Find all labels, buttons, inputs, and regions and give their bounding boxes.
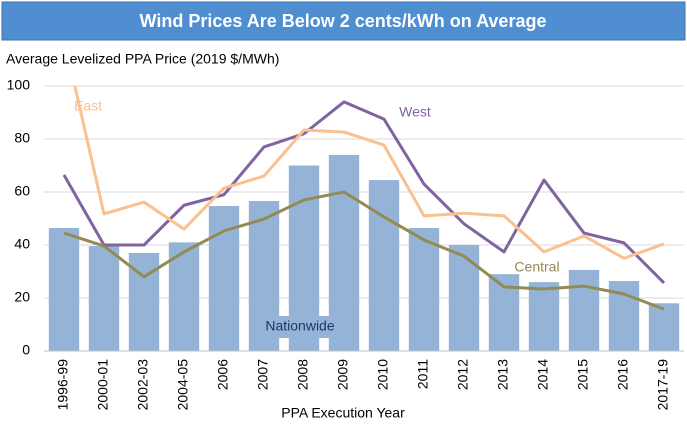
x-tick-label: 2002-03	[135, 359, 151, 411]
series-label: Central	[514, 259, 559, 275]
y-tick-label: 100	[7, 77, 31, 93]
bar	[368, 180, 400, 351]
y-tick-label: 80	[14, 130, 30, 146]
bar	[568, 269, 600, 351]
series-label: East	[74, 98, 102, 114]
x-tick-label: 2009	[335, 359, 351, 390]
x-tick-label: 2011	[415, 359, 431, 389]
x-tick-label: 2004-05	[175, 359, 191, 411]
bar	[648, 303, 680, 351]
x-tick-label: 2017-19	[655, 359, 671, 411]
series-label: West	[399, 104, 431, 120]
x-tick-label: 2016	[615, 359, 631, 390]
x-tick-label: 2012	[455, 359, 471, 390]
bar	[408, 228, 440, 351]
bar	[88, 246, 120, 351]
x-tick-label: 2010	[375, 359, 391, 390]
x-tick-label: 2008	[295, 359, 311, 390]
bar	[48, 228, 80, 351]
bar	[168, 242, 200, 351]
y-tick-label: 0	[22, 342, 30, 358]
x-tick-label: 2007	[255, 359, 271, 390]
y-axis-label: Average Levelized PPA Price (2019 $/MWh)	[6, 51, 279, 67]
x-tick-label: 2014	[535, 359, 551, 390]
x-tick-label: 2013	[495, 359, 511, 390]
bar	[448, 245, 480, 351]
y-tick-label: 40	[14, 236, 30, 252]
series-label-bg	[260, 316, 340, 338]
x-tick-label: 2006	[215, 359, 231, 390]
title-banner	[1, 1, 686, 41]
bar	[528, 282, 560, 351]
chart-title: Wind Prices Are Below 2 cents/kWh on Ave…	[140, 11, 547, 31]
x-tick-label: 2000-01	[95, 359, 111, 411]
x-axis-label: PPA Execution Year	[281, 405, 405, 421]
line	[73, 86, 665, 260]
x-tick-label: 1996-99	[55, 359, 71, 411]
x-tick-label: 2015	[575, 359, 591, 390]
series-label: Nationwide	[265, 318, 334, 334]
line	[62, 100, 666, 284]
line	[63, 190, 665, 311]
plot-area	[48, 86, 680, 351]
y-tick-label: 60	[14, 183, 30, 199]
y-tick-label: 20	[14, 289, 30, 305]
